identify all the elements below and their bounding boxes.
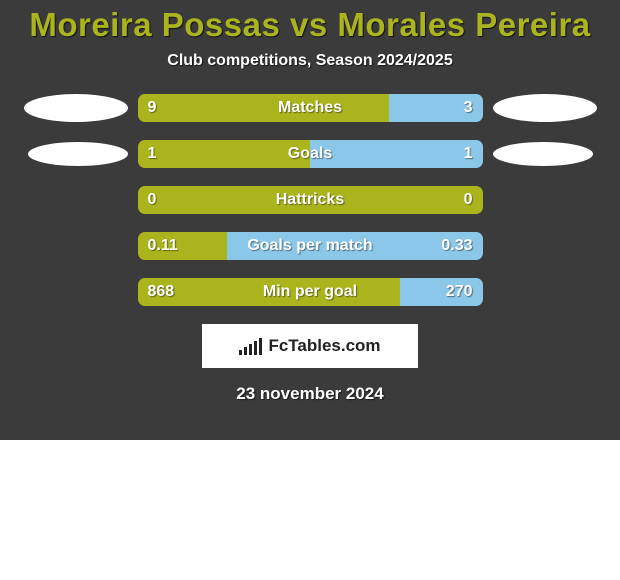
page-title: Moreira Possas vs Morales Pereira [0, 0, 620, 44]
stat-row: 11Goals [0, 140, 620, 168]
date-label: 23 november 2024 [0, 384, 620, 404]
team-badge [28, 142, 128, 166]
bar-left-segment [138, 186, 483, 214]
stat-row: 93Matches [0, 94, 620, 122]
right-value: 1 [454, 140, 483, 168]
stat-bar: 0.110.33Goals per match [138, 232, 483, 260]
left-value: 9 [138, 94, 167, 122]
logo-bars-icon [239, 337, 262, 355]
stat-bar: 00Hattricks [138, 186, 483, 214]
right-value: 0.33 [431, 232, 482, 260]
right-value: 270 [436, 278, 483, 306]
left-value: 1 [138, 140, 167, 168]
right-value: 3 [454, 94, 483, 122]
team-badge [493, 94, 597, 122]
logo-bar-icon [249, 344, 252, 355]
subtitle: Club competitions, Season 2024/2025 [0, 52, 620, 70]
stat-row: 00Hattricks [0, 186, 620, 214]
bar-left-segment [138, 94, 390, 122]
logo-text: FcTables.com [268, 336, 380, 356]
logo-bar-icon [254, 341, 257, 355]
stat-bar: 868270Min per goal [138, 278, 483, 306]
stat-row: 868270Min per goal [0, 278, 620, 306]
stat-rows: 93Matches11Goals00Hattricks0.110.33Goals… [0, 94, 620, 306]
comparison-infographic: Moreira Possas vs Morales Pereira Club c… [0, 0, 620, 440]
logo-box: FcTables.com [202, 324, 418, 368]
logo-bar-icon [239, 350, 242, 355]
stat-bar: 93Matches [138, 94, 483, 122]
left-value: 0 [138, 186, 167, 214]
stat-bar: 11Goals [138, 140, 483, 168]
logo-bar-icon [259, 338, 262, 355]
team-badge [493, 142, 593, 166]
team-badge [24, 94, 128, 122]
stat-row: 0.110.33Goals per match [0, 232, 620, 260]
left-value: 868 [138, 278, 185, 306]
right-value: 0 [454, 186, 483, 214]
logo-bar-icon [244, 347, 247, 355]
left-value: 0.11 [138, 232, 188, 260]
